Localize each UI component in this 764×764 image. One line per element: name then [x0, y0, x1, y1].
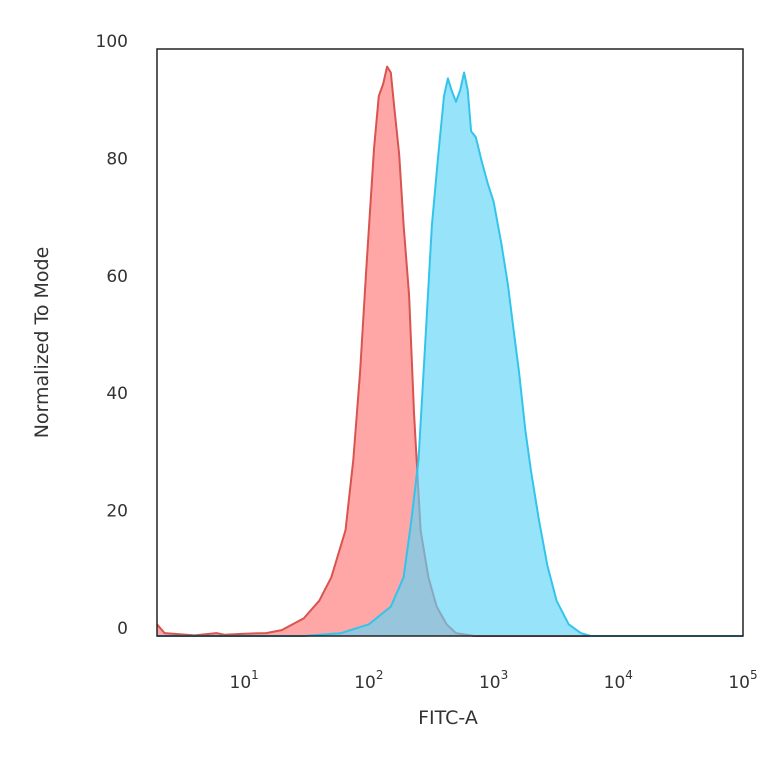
x-tick-label: 101 — [230, 668, 259, 693]
series-layer — [156, 65, 743, 637]
series-2-area — [157, 72, 743, 636]
x-tick-labels: 101 102 103 104 105 — [230, 668, 758, 693]
y-tick-label: 80 — [106, 149, 128, 169]
y-tick-label: 0 — [117, 619, 128, 639]
x-axis-title: FITC-A — [418, 707, 478, 729]
x-tick-label: 105 — [728, 668, 757, 693]
x-tick-label: 104 — [604, 668, 633, 693]
y-tick-label: 40 — [106, 384, 128, 404]
y-tick-labels: 0 20 40 60 80 100 — [96, 32, 128, 639]
plot-frame — [156, 48, 744, 637]
x-tick-label: 103 — [479, 668, 508, 693]
y-tick-label: 20 — [106, 502, 128, 522]
y-axis-title: Normalized To Mode — [31, 247, 53, 439]
y-tick-label: 100 — [96, 32, 128, 52]
y-tick-label: 60 — [106, 267, 128, 287]
series-2-line — [157, 71, 743, 637]
x-tick-label: 102 — [354, 668, 383, 693]
